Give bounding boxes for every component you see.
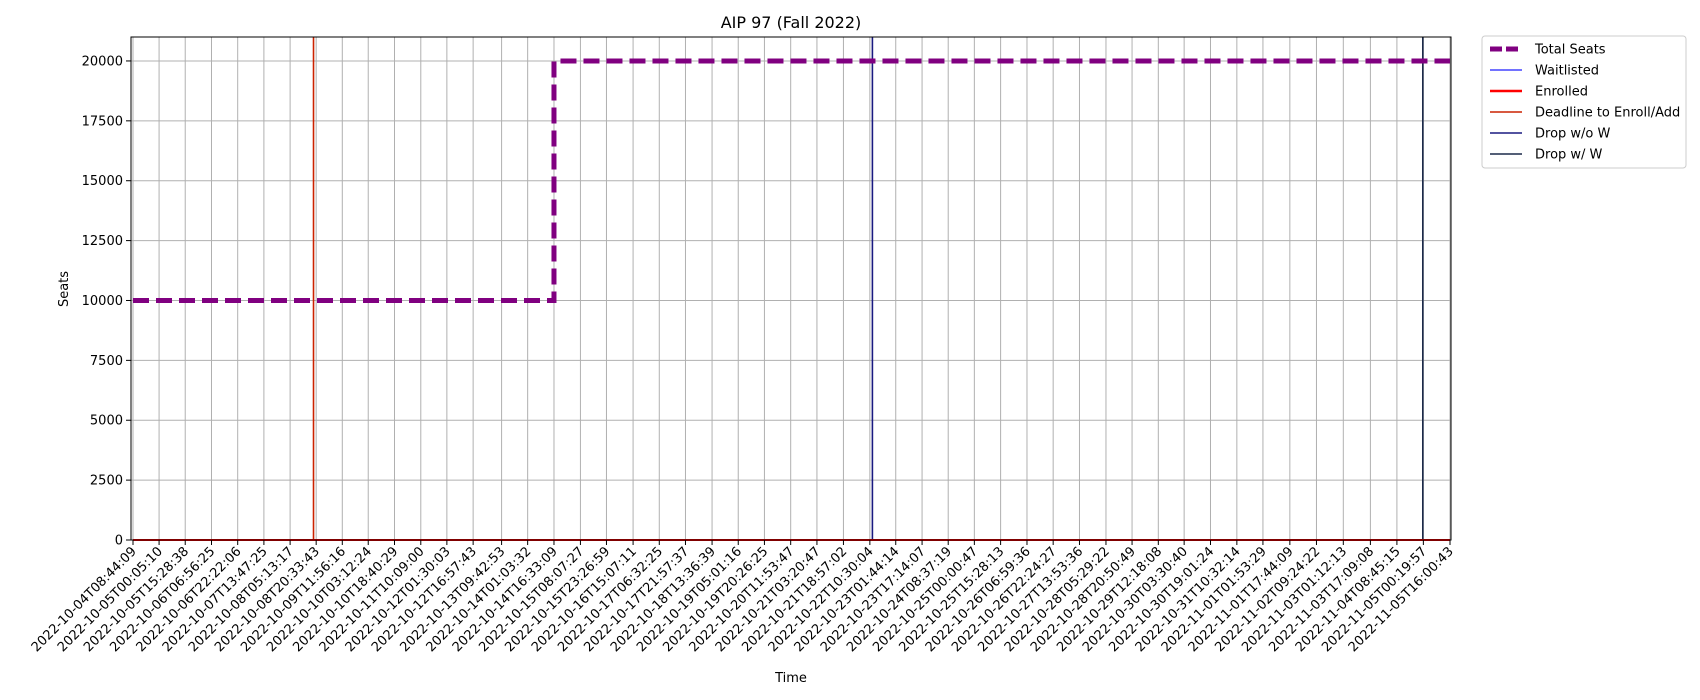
legend-label: Enrolled: [1535, 85, 1588, 100]
legend-box: [1481, 35, 1687, 169]
legend-label: Drop w/ W: [1535, 148, 1603, 163]
y-tick-label: 7500: [90, 354, 123, 369]
y-tick-label: 5000: [90, 414, 123, 429]
legend-label: Drop w/o W: [1535, 127, 1611, 142]
chart-title: AIP 97 (Fall 2022): [721, 13, 862, 32]
legend-label: Deadline to Enroll/Add: [1535, 106, 1680, 121]
y-tick-label: 12500: [82, 234, 123, 249]
legend: Total Seats Waitlisted Enrolled Deadline to…: [1481, 35, 1687, 169]
y-tick-label: 10000: [82, 294, 123, 309]
legend-label: Total Seats: [1534, 43, 1606, 58]
y-axis-label: Seats: [57, 271, 72, 307]
legend-label: Waitlisted: [1535, 64, 1599, 79]
y-tick-label: 2500: [90, 474, 123, 489]
y-tick-label: 0: [115, 534, 123, 549]
y-tick-label: 20000: [82, 54, 123, 69]
y-tick-label: 15000: [82, 174, 123, 189]
y-tick-label: 17500: [82, 114, 123, 129]
reference-lines: [312, 37, 1424, 540]
y-axis: 0 2500 5000 7500 10000 12500 15000 17500 20000: [82, 54, 131, 549]
grid: [131, 37, 1451, 541]
x-axis-label: Time: [774, 671, 807, 686]
series-total-seats: [133, 58, 1450, 303]
